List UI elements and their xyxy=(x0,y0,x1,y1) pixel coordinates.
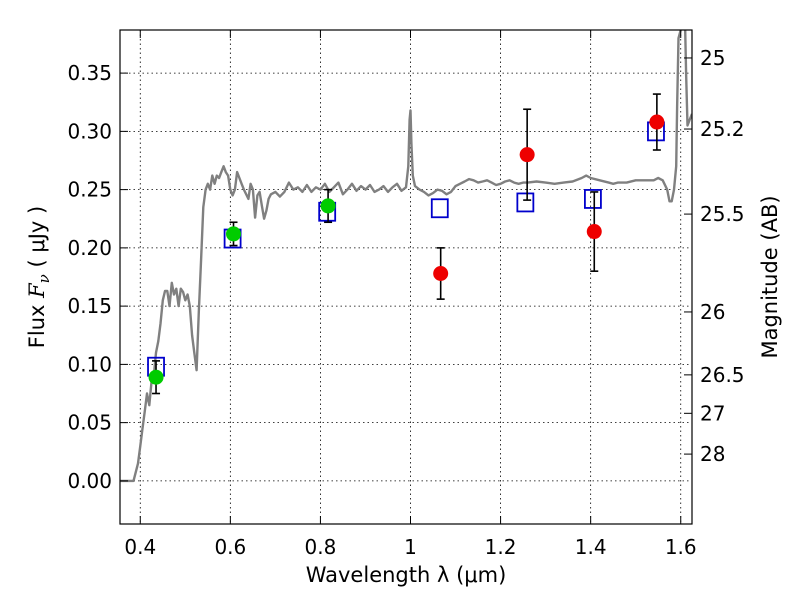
x-tick-label: 0.4 xyxy=(124,535,156,559)
y-tick-label: 0.10 xyxy=(67,352,112,376)
right-tick-label: 25.2 xyxy=(700,117,745,141)
red-photometry-point xyxy=(586,224,602,240)
right-tick-label: 27 xyxy=(700,401,725,425)
x-axis-label: Wavelength λ (μm) xyxy=(306,563,507,587)
y-tick-label: 0.25 xyxy=(67,178,112,202)
grid xyxy=(120,30,692,524)
y-tick-label: 0.30 xyxy=(67,119,112,143)
red-photometry-point xyxy=(649,114,665,130)
right-tick-label: 25.5 xyxy=(700,202,745,226)
right-axis-label: Magnitude (AB) xyxy=(758,195,782,358)
axes-frame xyxy=(119,29,693,525)
model-flux-box xyxy=(430,198,449,219)
axis-ticks: 0.4 0.6 0.8 1 1.2 1.4 1.6 0.00 0.05 0.10 0.15 0.20 0… xyxy=(67,30,745,559)
y-axis-label-symbol: F xyxy=(25,282,49,299)
green-photometry-point xyxy=(148,369,164,385)
plot-area xyxy=(120,30,692,483)
model-spectrum-line xyxy=(684,30,692,127)
x-tick-label: 0.8 xyxy=(305,535,337,559)
y-axis-label: Flux Fν ( μJy ) xyxy=(25,206,53,348)
x-tick-label: 1.4 xyxy=(575,535,607,559)
green-photometry-point xyxy=(225,226,241,242)
x-tick-label: 1.2 xyxy=(485,535,517,559)
y-tick-label: 0.20 xyxy=(67,236,112,260)
red-photometry-point xyxy=(519,147,535,163)
y-tick-label: 0.05 xyxy=(67,411,112,435)
y-axis-label-subscript: ν xyxy=(35,274,53,283)
x-tick-label: 1 xyxy=(404,535,417,559)
y-tick-label: 0.00 xyxy=(67,469,112,493)
x-tick-label: 1.6 xyxy=(665,535,697,559)
model-flux-box xyxy=(584,189,602,209)
y-axis-label-text: Flux xyxy=(25,298,49,348)
right-tick-label: 28 xyxy=(700,442,725,466)
axis-labels: Wavelength λ (μm) Flux Fν ( μJy ) Magnit… xyxy=(25,195,782,587)
green-photometry-point xyxy=(320,198,336,214)
right-tick-label: 26 xyxy=(700,300,725,324)
x-tick-label: 0.6 xyxy=(214,535,246,559)
y-tick-label: 0.35 xyxy=(67,61,112,85)
y-axis-label-units: ( μJy ) xyxy=(25,206,49,274)
y-tick-label: 0.15 xyxy=(67,294,112,318)
right-tick-label: 25 xyxy=(700,46,725,70)
model-flux-box xyxy=(516,192,535,213)
model-spectrum-line xyxy=(120,30,682,483)
red-photometry-point xyxy=(433,266,449,282)
right-tick-label: 26.5 xyxy=(700,363,745,387)
